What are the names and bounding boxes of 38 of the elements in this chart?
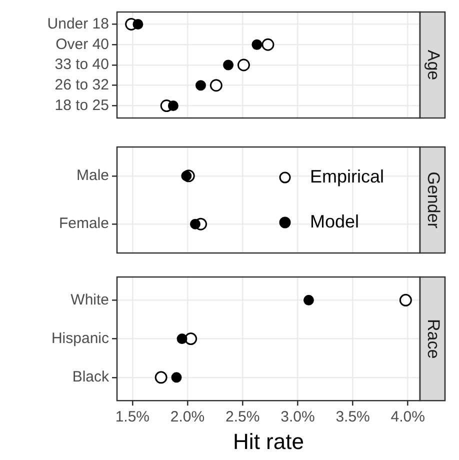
point [181,170,192,182]
y-tick-label: White [70,291,109,308]
x-tick-label: 2.0% [170,408,205,426]
text: Race [424,318,443,359]
x-tick-label: 1.5% [115,408,150,426]
point [303,294,314,306]
point [154,371,168,384]
legend-label: Model [310,211,360,232]
point [190,218,200,230]
y-tick-label: 33 to 40 [54,56,109,74]
point [176,334,188,344]
point [223,60,234,70]
point [168,100,178,112]
point [171,372,182,383]
y-tick-label: Over 40 [56,36,109,53]
y-tick-label: Under 18 [47,15,109,32]
x-axis-title: Hit rate [233,428,304,454]
point [262,38,274,51]
x-tick-label: 2.5% [226,408,260,426]
x-tick-label: 3.5% [336,408,370,426]
text: Age [424,50,443,80]
point [252,39,262,50]
point [237,58,250,72]
y-tick-label: Male [76,167,109,184]
point [184,332,198,346]
point [399,294,412,306]
point [195,80,206,91]
y-tick-label: Black [72,368,110,386]
legend-label: Empirical [310,166,384,186]
x-tick-label: 3.0% [280,408,315,426]
point [132,18,144,30]
y-tick-label: 26 to 32 [54,76,109,94]
x-tick-label: 4.0% [390,408,425,426]
y-tick-label: Female [58,215,109,232]
y-tick-label: Hispanic [51,330,110,347]
y-tick-label: 18 to 25 [54,96,109,114]
text: Gender [424,172,443,229]
point [210,79,222,92]
